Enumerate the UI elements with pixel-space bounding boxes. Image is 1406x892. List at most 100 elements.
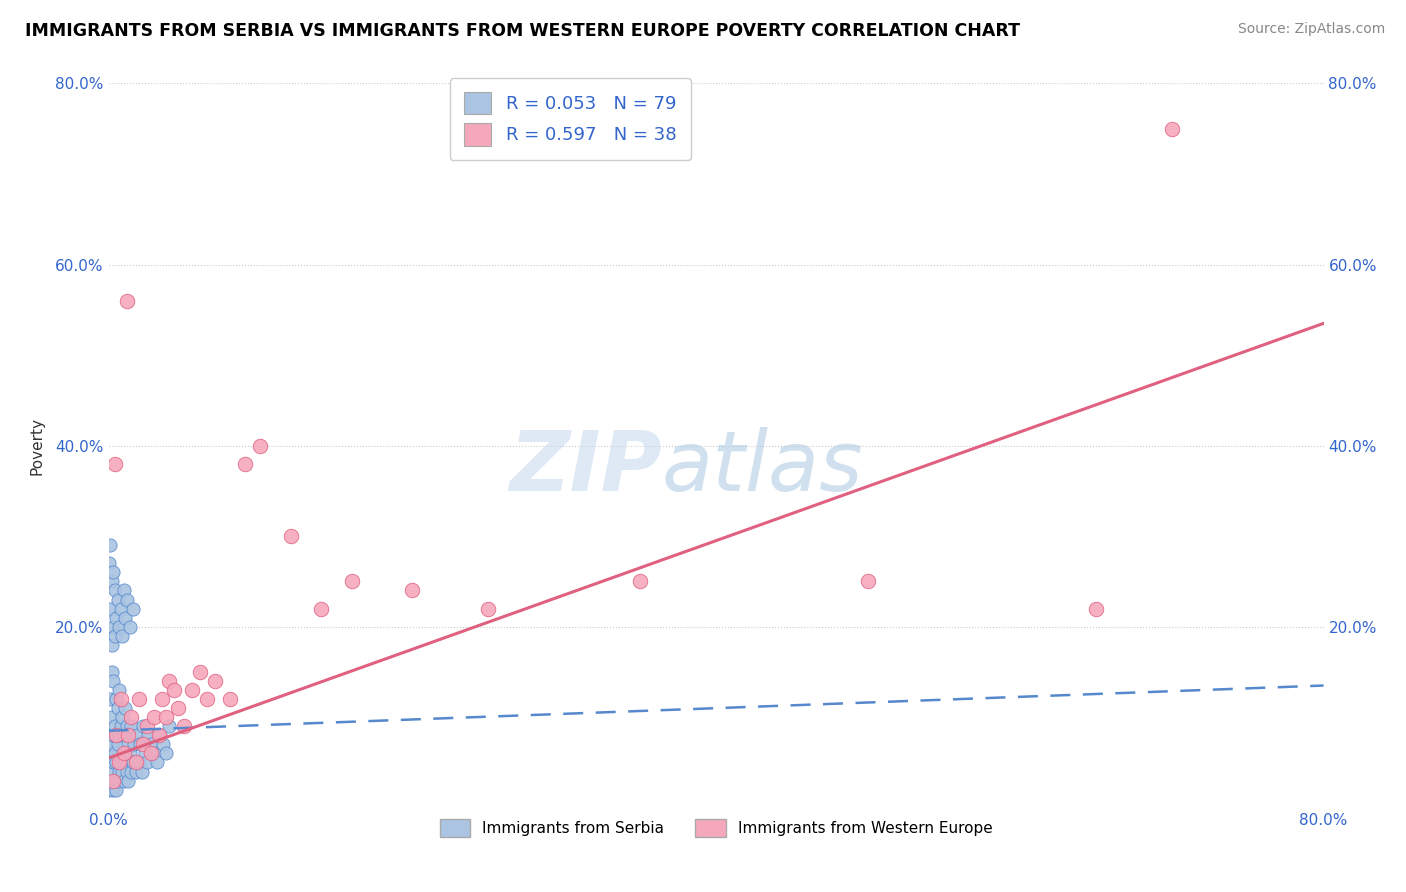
Point	[204, 673, 226, 688]
Point	[132, 737, 155, 751]
Point	[101, 673, 124, 688]
Point	[157, 673, 180, 688]
Point	[101, 620, 124, 634]
Point	[101, 773, 124, 788]
Point	[121, 756, 143, 770]
Point	[98, 601, 121, 615]
Legend: Immigrants from Serbia, Immigrants from Western Europe: Immigrants from Serbia, Immigrants from …	[433, 813, 998, 844]
Point	[105, 782, 128, 797]
Point	[98, 728, 121, 742]
Point	[280, 529, 302, 543]
Point	[128, 692, 150, 706]
Point	[112, 583, 135, 598]
Point	[181, 683, 204, 698]
Point	[117, 728, 139, 742]
Point	[148, 728, 170, 742]
Point	[101, 728, 124, 742]
Point	[117, 737, 139, 751]
Point	[114, 756, 136, 770]
Point	[219, 692, 242, 706]
Point	[139, 737, 162, 751]
Point	[628, 574, 651, 589]
Point	[111, 629, 134, 643]
Point	[125, 764, 148, 779]
Point	[115, 719, 138, 733]
Point	[173, 719, 195, 733]
Point	[188, 665, 211, 679]
Point	[167, 701, 190, 715]
Point	[195, 692, 218, 706]
Point	[129, 737, 152, 751]
Point	[108, 620, 131, 634]
Point	[97, 756, 120, 770]
Point	[249, 439, 271, 453]
Point	[107, 701, 129, 715]
Point	[132, 719, 155, 733]
Point	[112, 728, 135, 742]
Point	[97, 556, 120, 570]
Point	[121, 601, 143, 615]
Point	[105, 728, 128, 742]
Point	[100, 574, 122, 589]
Point	[127, 728, 149, 742]
Point	[163, 683, 186, 698]
Point	[149, 728, 172, 742]
Point	[98, 773, 121, 788]
Text: ZIP: ZIP	[509, 427, 661, 508]
Point	[155, 710, 177, 724]
Point	[120, 764, 142, 779]
Point	[150, 692, 173, 706]
Point	[117, 773, 139, 788]
Point	[157, 719, 180, 733]
Point	[107, 592, 129, 607]
Point	[115, 764, 138, 779]
Point	[1084, 601, 1107, 615]
Y-axis label: Poverty: Poverty	[30, 417, 44, 475]
Point	[104, 773, 127, 788]
Point	[105, 610, 128, 624]
Point	[104, 629, 127, 643]
Point	[135, 719, 157, 733]
Point	[134, 747, 156, 761]
Point	[114, 610, 136, 624]
Point	[97, 782, 120, 797]
Point	[124, 737, 146, 751]
Point	[108, 764, 131, 779]
Point	[100, 638, 122, 652]
Point	[101, 782, 124, 797]
Point	[107, 773, 129, 788]
Point	[340, 574, 363, 589]
Point	[100, 665, 122, 679]
Point	[143, 747, 166, 761]
Point	[233, 457, 256, 471]
Point	[118, 620, 141, 634]
Point	[111, 764, 134, 779]
Point	[477, 601, 499, 615]
Point	[101, 566, 124, 580]
Point	[98, 747, 121, 761]
Point	[110, 601, 132, 615]
Point	[100, 737, 122, 751]
Point	[139, 747, 162, 761]
Point	[112, 747, 135, 761]
Point	[100, 710, 122, 724]
Point	[105, 756, 128, 770]
Point	[104, 719, 127, 733]
Point	[98, 538, 121, 552]
Point	[136, 728, 159, 742]
Point	[118, 747, 141, 761]
Point	[111, 710, 134, 724]
Point	[115, 592, 138, 607]
Point	[110, 719, 132, 733]
Point	[98, 692, 121, 706]
Point	[120, 710, 142, 724]
Point	[108, 728, 131, 742]
Point	[125, 756, 148, 770]
Point	[101, 756, 124, 770]
Point	[1160, 121, 1182, 136]
Point	[309, 601, 332, 615]
Point	[105, 692, 128, 706]
Point	[143, 710, 166, 724]
Point	[120, 719, 142, 733]
Point	[105, 728, 128, 742]
